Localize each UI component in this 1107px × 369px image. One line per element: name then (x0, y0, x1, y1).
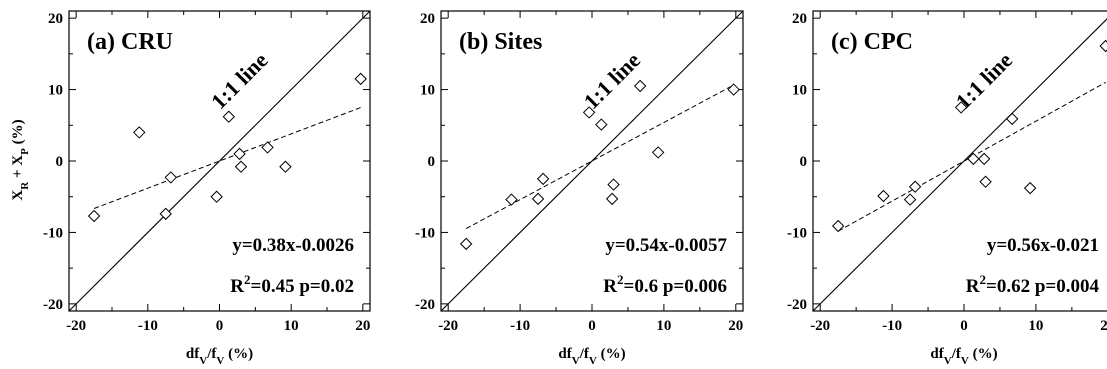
y-axis-title-main: XR​ + XP​ (%) (10, 119, 31, 200)
fit-stats: R2=0.6 p=0.006 (603, 272, 727, 297)
panel-2: -20 -10 0 10 20 -20 -10 0 10 20 (b) Sites 1:1 line y… (415, 10, 744, 367)
data-point (954, 101, 968, 114)
data-point (727, 83, 740, 96)
fit-stats: R2=0.45 p=0.02 (230, 272, 354, 297)
data-point (261, 141, 274, 154)
y-tick-label: -10 (787, 225, 807, 241)
x-tick-label: 20 (728, 318, 743, 334)
panel-title: (a) CRU (87, 29, 173, 55)
y-tick-label: 0 (56, 154, 64, 170)
x-tick-label: -10 (510, 318, 530, 334)
y-tick-label: 0 (800, 154, 808, 170)
x-tick-label: -10 (882, 318, 902, 334)
y-tick-label: 20 (48, 11, 63, 27)
data-point (536, 172, 550, 186)
plot-frame (812, 10, 1107, 312)
data-point (164, 171, 177, 184)
panel-3: -20 -10 0 10 20 -20 -10 0 10 20 (c) CPC 1:1 line y=0… (787, 10, 1107, 367)
y-tick-label: 20 (792, 11, 807, 27)
data-point (87, 209, 101, 223)
y-tick-label: -10 (415, 225, 435, 241)
data-point (234, 160, 248, 173)
identity-line-label: 1:1 line (951, 47, 1018, 114)
data-point (233, 147, 246, 161)
data-point (908, 180, 922, 193)
x-tick-label: 10 (284, 318, 299, 334)
data-point (633, 79, 647, 93)
data-point (651, 146, 665, 159)
y-tick-label: -20 (43, 297, 63, 313)
data-point (505, 193, 518, 206)
identity-line (441, 11, 743, 311)
identity-line (813, 18, 1107, 311)
data-point (1023, 181, 1037, 195)
y-tick-label: 10 (792, 83, 807, 99)
y-tick-label: 20 (420, 11, 435, 27)
data-point (279, 160, 292, 173)
panel-title: (c) CPC (831, 29, 913, 55)
y-axis-title: XR​ + XP​ (%) (10, 119, 31, 200)
data-point (903, 193, 917, 206)
fit-line (93, 107, 361, 209)
y-tick-label: 0 (428, 154, 436, 170)
y-tick-label: -10 (43, 225, 63, 241)
data-point (354, 72, 367, 86)
data-point (605, 192, 619, 206)
x-tick-label: 10 (1028, 318, 1043, 334)
x-tick-label: -20 (438, 318, 458, 334)
data-point (1099, 39, 1107, 53)
data-point (831, 219, 845, 233)
y-tick-label: 10 (420, 83, 435, 99)
data-point (977, 152, 991, 166)
data-point (1005, 112, 1019, 126)
identity-line-label: 1:1 line (206, 47, 273, 114)
data-point (133, 126, 146, 139)
x-tick-label: 0 (588, 318, 596, 334)
panel-1: -20 -10 0 10 20 -20 -10 0 10 20 (a) CRU 1:1 line y=0… (43, 10, 371, 367)
x-tick-label: 20 (1100, 318, 1107, 334)
x-tick-label: -20 (66, 318, 86, 334)
identity-line-label: 1:1 line (579, 47, 646, 114)
fit-equation: y=0.54x-0.0057 (605, 235, 727, 256)
x-tick-label: -10 (138, 318, 158, 334)
data-point (222, 110, 236, 123)
fit-stats: R2=0.62 p=0.004 (966, 272, 1100, 297)
data-point (607, 178, 620, 191)
x-tick-label: -20 (810, 318, 830, 334)
y-tick-label: -20 (415, 297, 435, 313)
identity-line (69, 11, 370, 311)
data-point (210, 190, 223, 203)
fit-equation: y=0.56x-0.021 (987, 235, 1099, 256)
data-point (595, 118, 608, 131)
x-tick-label: 10 (656, 318, 671, 334)
data-point (531, 192, 545, 206)
data-point (582, 106, 596, 119)
data-point (159, 207, 172, 221)
fit-equation: y=0.38x-0.0026 (232, 235, 354, 256)
data-point (877, 189, 890, 203)
y-tick-label: -20 (787, 297, 807, 313)
data-point (967, 152, 980, 166)
x-axis-title: dfV​/fV​ (%) (186, 346, 253, 367)
x-axis-title: dfV​/fV​ (%) (930, 346, 997, 367)
x-tick-label: 20 (355, 318, 370, 334)
x-axis-title: dfV​/fV​ (%) (558, 346, 625, 367)
data-point (459, 237, 473, 251)
y-tick-label: 10 (48, 83, 63, 99)
panel-title: (b) Sites (459, 29, 542, 55)
x-tick-label: 0 (960, 318, 968, 334)
x-tick-label: 0 (216, 318, 224, 334)
data-point (979, 175, 992, 188)
